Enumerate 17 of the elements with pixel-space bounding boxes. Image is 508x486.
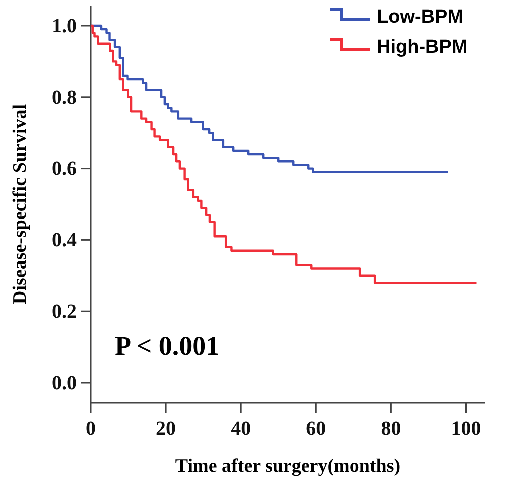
- x-tick-label: 80: [381, 418, 402, 440]
- y-axis-title: Disease-specific Survival: [10, 104, 31, 305]
- x-axis-title: Time after surgery(months): [175, 456, 401, 477]
- legend-label: Low-BPM: [377, 7, 464, 28]
- x-tick-label: 100: [451, 418, 482, 440]
- y-tick-label: 0.6: [52, 158, 77, 180]
- x-tick-label: 0: [86, 418, 96, 440]
- x-tick-label: 60: [306, 418, 326, 440]
- annotation: P < 0.001: [115, 331, 220, 361]
- y-tick-label: 0.0: [52, 372, 77, 394]
- x-tick-label: 40: [231, 418, 252, 440]
- y-tick-label: 0.2: [52, 301, 77, 324]
- y-tick-label: 1.0: [52, 15, 77, 38]
- x-tick-label: 20: [156, 418, 176, 440]
- y-tick-label: 0.4: [52, 230, 77, 252]
- y-tick-label: 0.8: [52, 86, 77, 109]
- legend-label: High-BPM: [377, 37, 468, 58]
